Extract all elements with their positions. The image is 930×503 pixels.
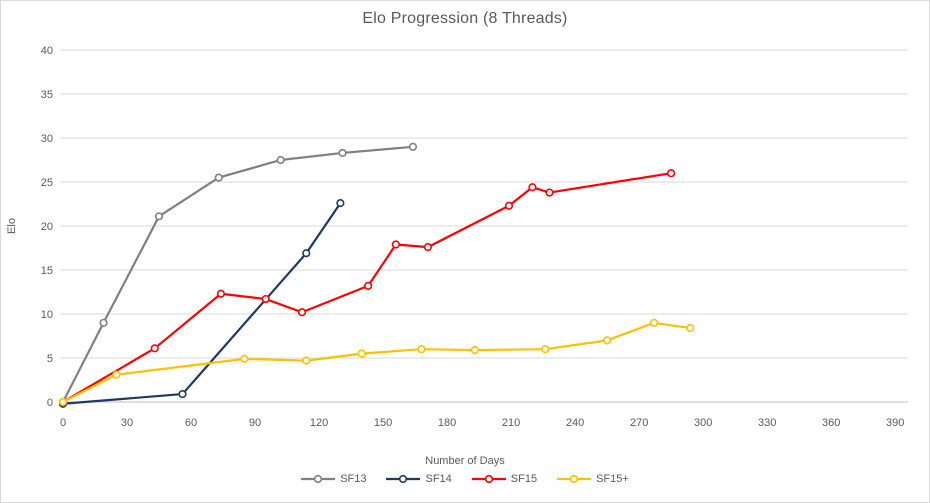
legend-item-SF14: SF14: [386, 473, 452, 485]
legend-item-SF15+: SF15+: [557, 473, 629, 485]
series-line-SF15+: [61, 321, 692, 404]
legend-swatch-SF14: [386, 474, 421, 484]
y-tick-label: 0: [47, 397, 53, 409]
series-marker-SF13: [408, 142, 418, 151]
legend-swatch-SF13: [301, 474, 336, 484]
series-marker-SF15+: [58, 397, 68, 407]
y-tick-label: 25: [41, 177, 53, 189]
x-tick-label: 300: [694, 417, 712, 429]
legend-label: SF15+: [596, 473, 629, 485]
x-tick-label: 90: [249, 417, 261, 429]
series-marker-SF15+: [649, 318, 659, 327]
series-marker-SF14: [336, 199, 345, 208]
x-tick-label: 360: [822, 417, 840, 429]
y-tick-label: 15: [41, 265, 53, 277]
series-marker-SF14: [178, 389, 187, 399]
series-marker-SF15: [528, 183, 537, 192]
legend-marker-icon: [314, 474, 323, 484]
series-marker-SF15+: [357, 349, 366, 358]
series-marker-SF15+: [541, 345, 550, 354]
x-tick-label: 30: [121, 417, 133, 429]
y-tick-label: 30: [41, 133, 53, 145]
series-marker-SF15: [364, 281, 373, 290]
legend-label: SF13: [340, 473, 367, 485]
series-marker-SF13: [99, 318, 108, 327]
y-tick-label: 10: [41, 309, 53, 321]
x-tick-label: 180: [438, 417, 456, 429]
y-tick-label: 5: [47, 353, 53, 365]
legend-item-SF13: SF13: [301, 473, 366, 485]
legend-label: SF14: [425, 473, 452, 485]
series-marker-SF15: [391, 240, 400, 249]
series-marker-SF13: [338, 148, 347, 158]
legend-swatch-SF15+: [557, 474, 592, 484]
y-tick-label: 35: [41, 89, 53, 101]
series-marker-SF15: [150, 344, 159, 353]
series-marker-SF15: [423, 243, 432, 252]
series-marker-SF13: [214, 173, 223, 182]
series-marker-SF15+: [470, 345, 479, 355]
series-marker-SF13: [276, 155, 285, 165]
series-marker-SF15+: [240, 354, 249, 363]
series-marker-SF15+: [603, 336, 612, 345]
series-marker-SF15+: [686, 323, 695, 333]
legend-label: SF15: [510, 473, 538, 485]
series-marker-SF15: [667, 169, 676, 178]
series-marker-SF15: [216, 289, 226, 298]
series-marker-SF15: [261, 294, 270, 304]
legend-marker-icon: [569, 474, 579, 484]
x-tick-label: 240: [566, 417, 584, 429]
x-tick-label: 0: [60, 417, 66, 429]
legend-marker-icon: [484, 474, 493, 484]
x-tick-label: 390: [886, 417, 904, 429]
series-marker-SF15+: [417, 345, 426, 354]
y-tick-label: 20: [41, 221, 53, 233]
legend-item-SF15: SF15: [471, 473, 538, 485]
series-line-SF13: [61, 145, 415, 404]
x-tick-label: 150: [374, 417, 392, 429]
chart-title: Elo Progression (8 Threads): [362, 10, 568, 27]
legend-swatch-SF15: [471, 474, 506, 484]
legend-marker-icon: [399, 474, 408, 484]
chart-legend: SF13 SF14 SF15 SF15+: [1, 473, 929, 485]
series-line-SF14: [61, 202, 342, 405]
series-marker-SF15: [545, 188, 554, 197]
series-marker-SF14: [302, 249, 311, 258]
series-marker-SF15+: [302, 356, 311, 365]
series-marker-SF15+: [112, 370, 121, 379]
series-marker-SF15: [297, 308, 307, 317]
x-tick-label: 210: [502, 417, 520, 429]
series-marker-SF13: [154, 212, 164, 221]
x-tick-label: 270: [630, 417, 648, 429]
x-axis-title: Number of Days: [425, 455, 505, 467]
x-tick-label: 330: [758, 417, 776, 429]
x-tick-label: 120: [310, 417, 328, 429]
series-marker-SF15: [504, 201, 514, 210]
y-axis-title: Elo: [6, 218, 18, 234]
y-tick-label: 40: [41, 45, 53, 57]
x-tick-label: 60: [185, 417, 197, 429]
